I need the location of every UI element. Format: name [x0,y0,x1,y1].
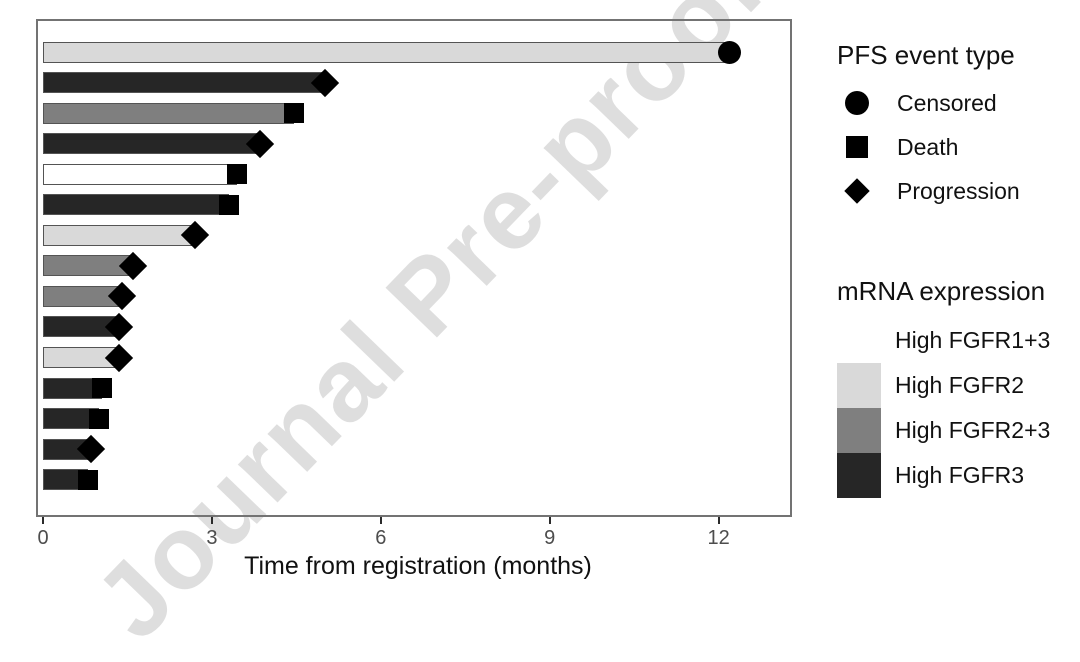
legend-item-fgfr1-3: High FGFR1+3 [837,318,1050,363]
swimmer-bar [43,102,294,124]
square-marker-icon [227,164,248,185]
x-axis-tick-label: 0 [37,527,49,549]
legend-item-label: Progression [897,177,1020,204]
swimmer-bar [43,224,195,246]
square-marker-icon [89,408,110,429]
swimmer-bar [43,163,238,185]
x-axis-tick-label: 12 [707,527,730,549]
x-axis-tick [548,517,551,524]
legend-item-fgfr2-3: High FGFR2+3 [837,408,1050,453]
legend-expression-title: mRNA expression [837,276,1046,306]
x-axis-tick [42,517,44,524]
x-axis-tick [379,517,382,524]
legend-item-label: Censored [897,89,997,116]
fgfr1-3-swatch [837,318,881,363]
censored-circle-icon [844,91,869,115]
x-axis-tick [717,517,720,524]
x-axis-tick-label: 9 [544,527,556,549]
death-square-icon [845,136,868,158]
fgfr2-swatch [837,363,881,408]
legend-expression-rows: High FGFR1+3 High FGFR2 High FGFR2+3 Hig… [837,318,1050,498]
legend-item-death: Death [837,125,1020,169]
fgfr3-swatch [837,453,881,498]
legend-item-label: High FGFR3 [895,462,1025,488]
x-axis-tick [210,517,213,524]
legend-item-label: Death [897,133,959,160]
legend-item-label: High FGFR2 [895,372,1025,398]
x-axis-title: Time from registration (months) [244,552,592,580]
legend-pfs-event-type: PFS event type Censored Death Progressio… [837,40,1020,213]
square-marker-icon [78,469,99,490]
swimmer-plot-figure: Journal Pre-proof Time from registration… [36,0,1051,661]
x-axis-tick-label: 3 [206,527,218,549]
square-marker-icon [92,378,113,399]
swimmer-bar [43,194,229,216]
x-axis-tick-label: 6 [375,527,387,549]
square-marker-icon [283,103,304,124]
legend-item-censored: Censored [837,81,1020,125]
legend-item-fgfr2: High FGFR2 [837,363,1050,408]
legend-item-fgfr3: High FGFR3 [837,453,1050,498]
legend-mrna-expression: mRNA expression High FGFR1+3 High FGFR2 … [837,276,1050,498]
legend-event-title: PFS event type [837,40,1015,70]
plot-panel [36,19,792,517]
legend-item-label: High FGFR1+3 [895,327,1051,353]
swimmer-bar [43,72,325,94]
swimmer-bar [43,133,260,155]
legend-event-rows: Censored Death Progression [837,81,1020,213]
fgfr2-3-swatch [837,408,881,453]
legend-item-progression: Progression [837,169,1020,213]
progression-diamond-icon [843,178,870,204]
square-marker-icon [218,194,239,215]
swimmer-bar [43,41,730,63]
circle-marker-icon [718,40,742,64]
legend-item-label: High FGFR2+3 [895,417,1051,443]
